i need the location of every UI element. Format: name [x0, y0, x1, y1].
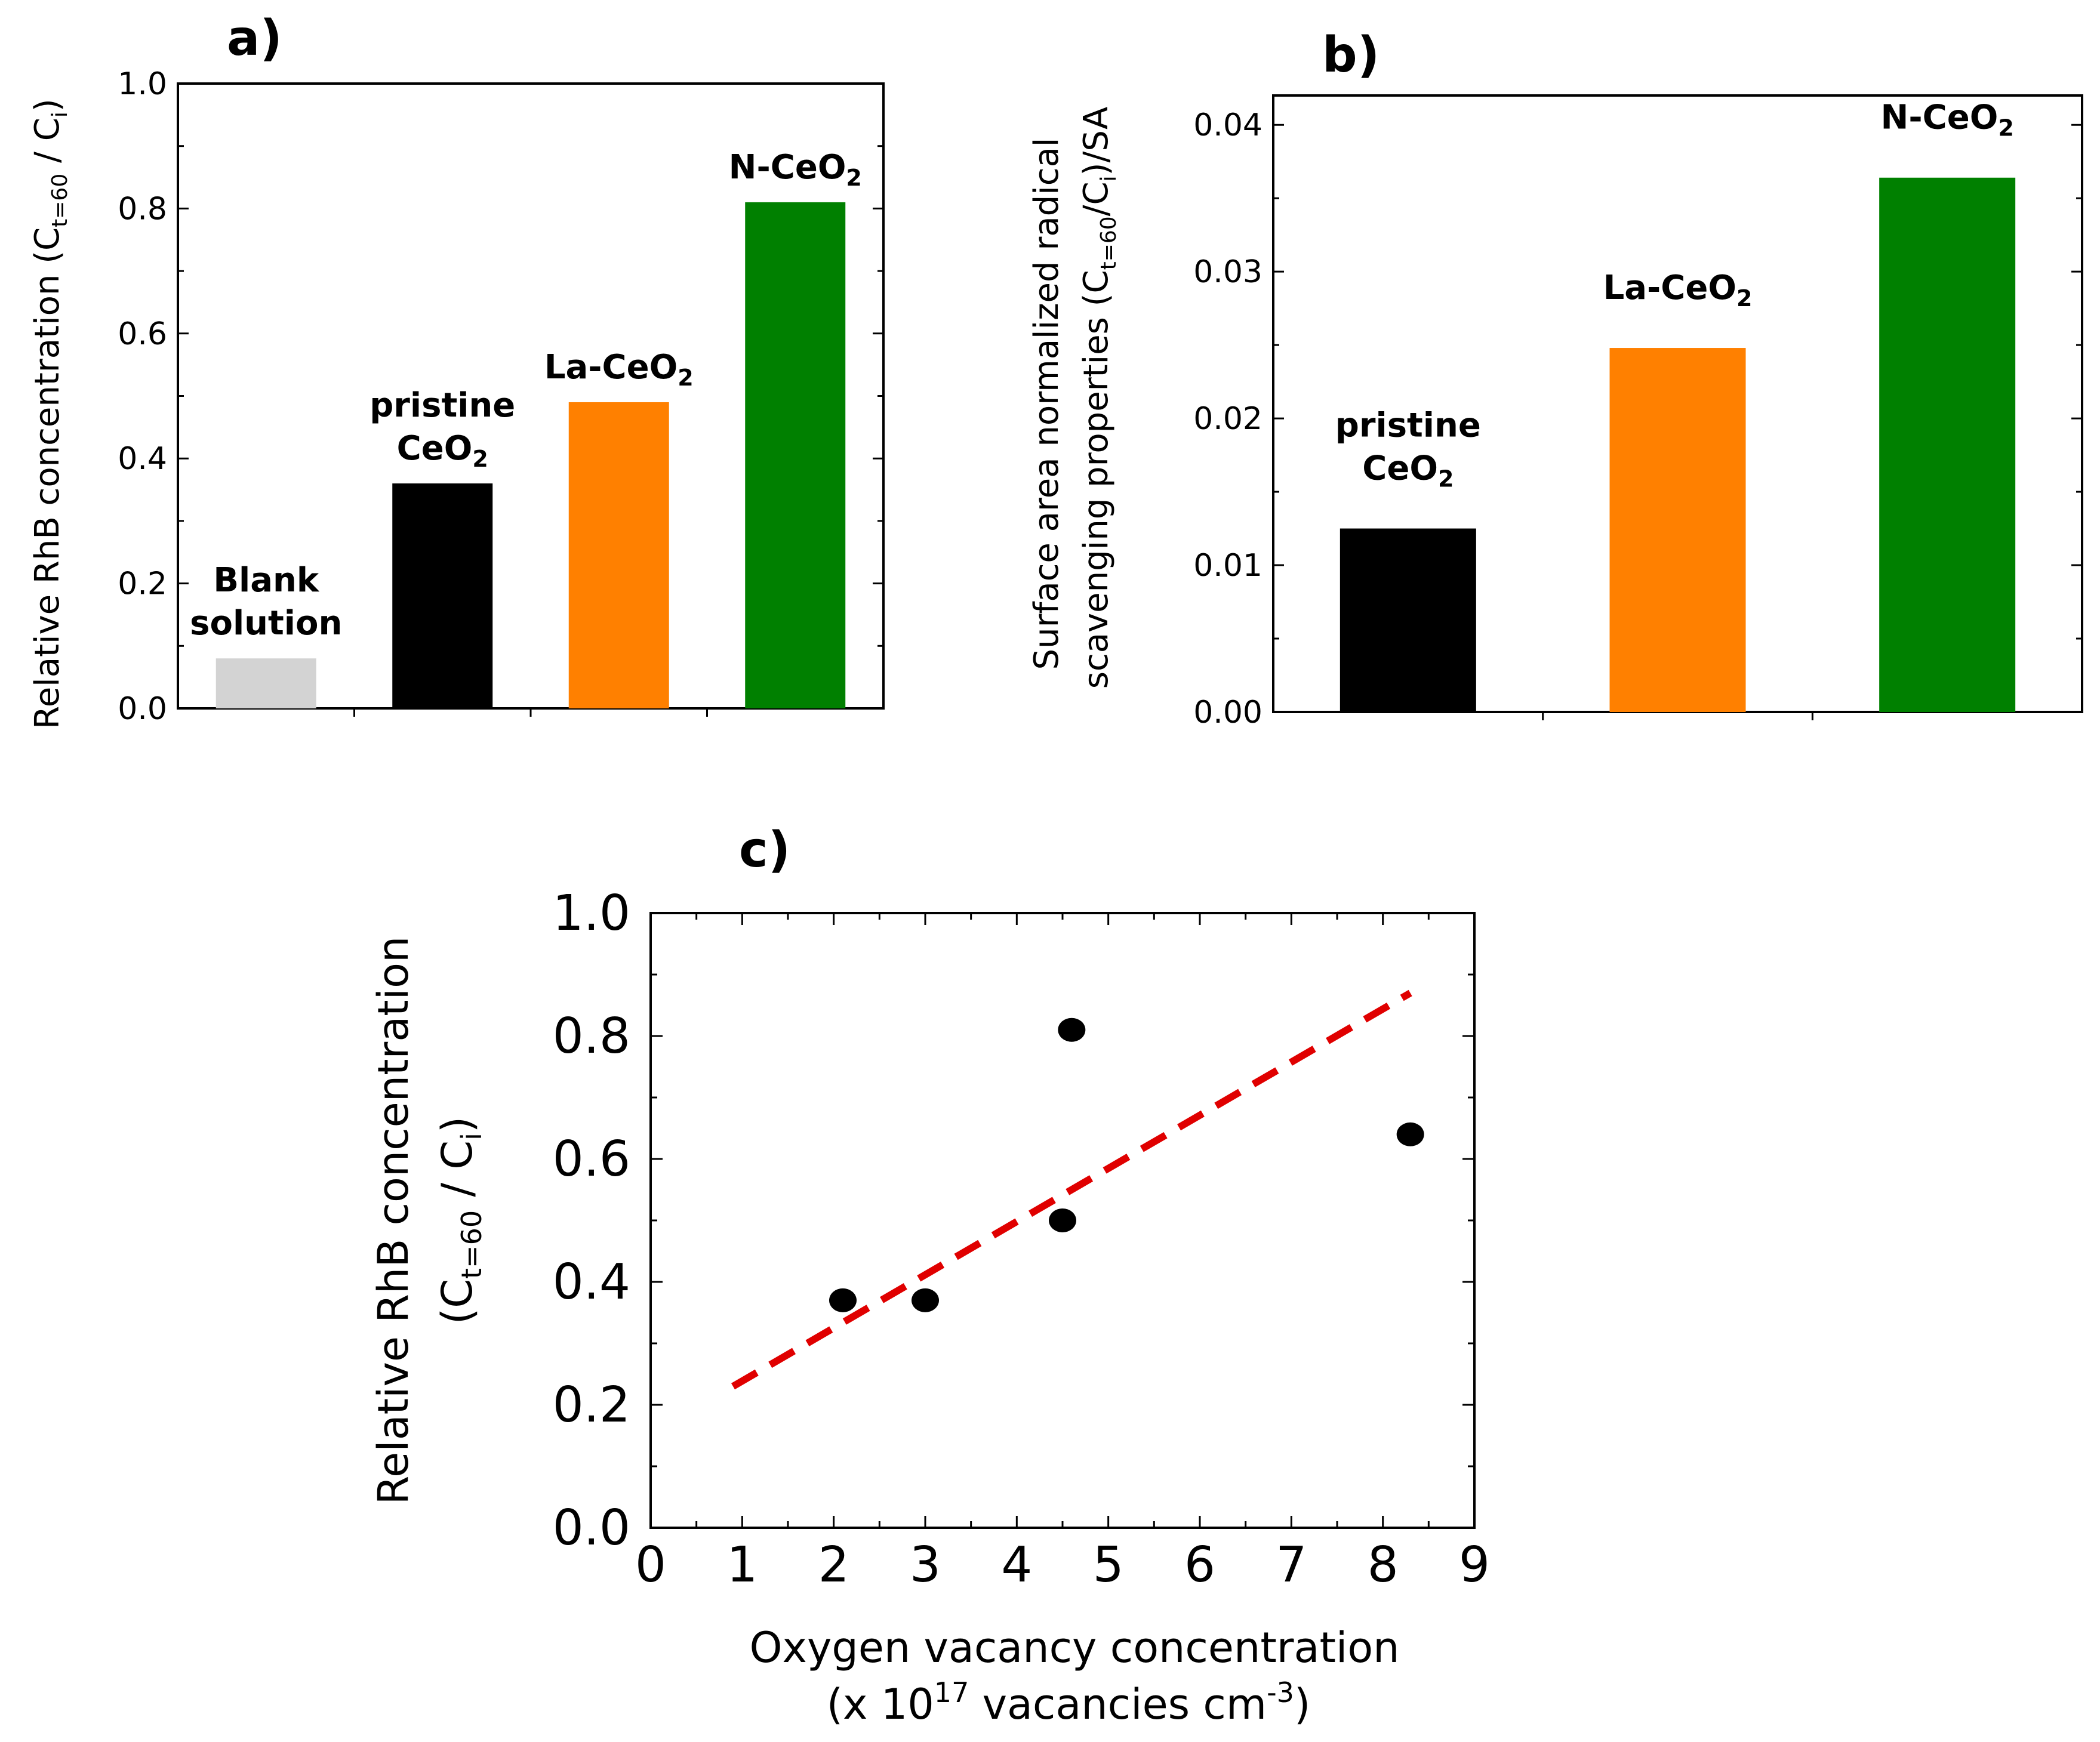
panel-a-bar — [568, 402, 669, 708]
panel-a-ytick-label: 0.6 — [118, 316, 167, 352]
panel-b-label: b) — [1322, 27, 1380, 84]
panel-b-bar-label: CeO2 — [1362, 449, 1454, 492]
panel-c-xtick-label: 0 — [635, 1537, 666, 1593]
panel-b-bar — [1609, 348, 1746, 712]
panel-c-xtick-label: 8 — [1368, 1537, 1399, 1593]
panel-c-xlabel-line1: Oxygen vacancy concentration — [749, 1623, 1399, 1672]
panel-c-point — [1049, 1208, 1076, 1232]
panel-c-xtick-label: 5 — [1093, 1537, 1124, 1593]
panel-b-ytick-label: 0.00 — [1193, 695, 1263, 730]
panel-c-point — [1058, 1018, 1086, 1042]
panel-c-ylabel-line1: Relative RhB concentration — [369, 936, 418, 1505]
panel-a-bar-label: La-CeO2 — [544, 348, 694, 391]
panel-b-bar-label: La-CeO2 — [1603, 269, 1753, 312]
panel-a-bar — [745, 202, 846, 708]
panel-c-ytick-label: 0.8 — [553, 1008, 630, 1065]
panel-a-ylabel: Relative RhB concentration (Ct=60 / Ci) — [28, 98, 72, 729]
panel-c-xtick-label: 1 — [726, 1537, 758, 1593]
panel-c-ytick-label: 0.4 — [553, 1254, 630, 1311]
panel-a: a) 0.0 0.2 0.4 0.6 0.8 1.0 Blank solution pristin… — [28, 10, 885, 729]
panel-a-bar-label: N-CeO2 — [729, 148, 862, 191]
panel-c-xtick-label: 2 — [818, 1537, 849, 1593]
panel-c-xtick-label: 4 — [1001, 1537, 1032, 1593]
panel-c-xtick-label: 9 — [1459, 1537, 1490, 1593]
panel-b-ytick-label: 0.02 — [1193, 401, 1263, 437]
panel-c-ytick-label: 0.2 — [553, 1377, 630, 1433]
panel-b-ylabel-line1: Surface area normalized radical — [1027, 138, 1066, 670]
panel-c-label: c) — [739, 822, 790, 878]
panel-c: c) 0 1 2 3 4 5 6 7 8 9 0.0 0.2 0.4 0.6 0.8 1.0 Oxygen vac… — [369, 822, 1490, 1729]
panel-a-bar — [392, 483, 493, 708]
panel-a-ytick-label: 0.4 — [118, 441, 167, 477]
panel-c-xtick-label: 3 — [910, 1537, 941, 1593]
panel-b: b) 0.00 0.01 0.02 0.03 0.04 pristine CeO2 La-CeO… — [1027, 27, 2083, 730]
panel-a-ytick-label: 1.0 — [118, 66, 167, 102]
panel-b-bar — [1879, 177, 2016, 712]
panel-a-ytick-label: 0.2 — [118, 566, 167, 602]
panel-c-xlabel-line2: (x 1017 vacancies cm-3) — [827, 1676, 1311, 1729]
panel-b-ylabel-line2: scavenging properties (Ct=60/Ci)/SA — [1077, 107, 1121, 689]
panel-c-ytick-label: 0.6 — [553, 1131, 630, 1188]
panel-b-ytick-label: 0.04 — [1193, 107, 1263, 143]
panel-c-xtick-label: 7 — [1276, 1537, 1307, 1593]
panel-a-bar-label: solution — [190, 604, 342, 643]
panel-a-bar-label: Blank — [213, 561, 320, 600]
panel-b-ytick-label: 0.01 — [1193, 548, 1263, 584]
panel-c-ytick-label: 0.0 — [553, 1500, 630, 1556]
panel-a-label: a) — [227, 10, 282, 67]
panel-a-ytick-label: 0.8 — [118, 191, 167, 227]
panel-c-fit-line — [731, 989, 1412, 1390]
panel-b-bar — [1340, 528, 1476, 712]
panel-c-xtick-label: 6 — [1184, 1537, 1215, 1593]
panel-c-point — [912, 1288, 939, 1312]
panel-a-ytick-label: 0.0 — [118, 691, 167, 727]
panel-c-ylabel-line2: (Ct=60 / Ci) — [433, 1117, 488, 1324]
panel-a-bar — [215, 658, 316, 708]
panel-c-point — [1396, 1122, 1424, 1146]
panel-b-bar-label: pristine — [1335, 406, 1481, 445]
panel-b-bar-label: N-CeO2 — [1881, 98, 2014, 141]
panel-a-bar-label: pristine — [369, 386, 515, 425]
panel-b-ytick-label: 0.03 — [1193, 254, 1263, 290]
panel-c-point — [829, 1288, 857, 1312]
panel-c-ytick-label: 1.0 — [553, 885, 630, 942]
panel-a-bar-label: CeO2 — [397, 429, 488, 472]
